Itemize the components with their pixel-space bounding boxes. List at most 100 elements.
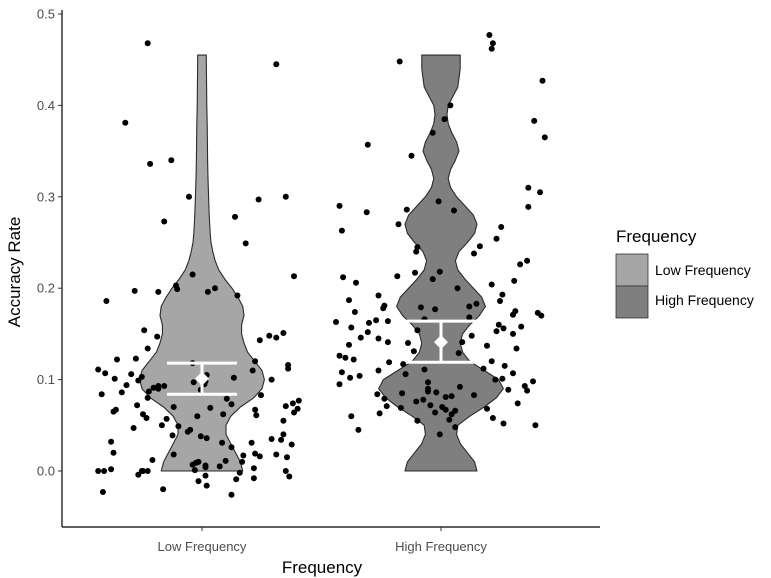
x-axis-title: Frequency bbox=[282, 558, 363, 577]
data-point-high bbox=[333, 319, 339, 325]
data-point-high bbox=[375, 367, 382, 374]
data-point-high bbox=[521, 383, 528, 389]
y-axis-title: Accuracy Rate bbox=[5, 217, 24, 328]
data-point-low bbox=[189, 271, 196, 278]
data-point-high bbox=[356, 372, 363, 379]
data-point-high bbox=[497, 298, 503, 304]
data-point-low bbox=[291, 273, 297, 280]
data-point-high bbox=[499, 291, 506, 298]
data-point-high bbox=[336, 381, 343, 388]
data-point-low bbox=[108, 438, 115, 445]
data-point-low bbox=[108, 466, 115, 473]
data-point-low bbox=[252, 358, 259, 365]
data-point-low bbox=[280, 431, 287, 438]
data-point-low bbox=[295, 397, 302, 404]
data-point-low bbox=[202, 472, 209, 479]
data-point-low bbox=[163, 415, 170, 422]
data-point-low bbox=[252, 406, 259, 413]
data-point-low bbox=[249, 367, 256, 374]
data-point-high bbox=[353, 279, 359, 286]
data-point-low bbox=[144, 394, 151, 401]
data-point-low bbox=[197, 433, 204, 440]
data-point-high bbox=[489, 40, 496, 47]
data-point-low bbox=[161, 383, 168, 389]
data-point-high bbox=[421, 366, 428, 373]
data-point-high bbox=[420, 396, 427, 403]
data-point-high bbox=[525, 203, 532, 210]
data-point-low bbox=[252, 450, 259, 457]
data-point-high bbox=[488, 45, 495, 52]
x-tick-label: High Frequency bbox=[395, 539, 487, 554]
data-point-high bbox=[442, 394, 449, 400]
data-point-low bbox=[189, 461, 196, 468]
data-point-low bbox=[250, 465, 257, 472]
data-point-high bbox=[436, 431, 443, 438]
data-point-high bbox=[518, 323, 525, 330]
data-point-low bbox=[102, 370, 109, 377]
axes-layer: 0.0 0.1 0.2 0.3 0.4 0.5 Low Frequency High Freq… bbox=[37, 7, 600, 554]
data-point-low bbox=[242, 240, 249, 247]
data-point-high bbox=[408, 152, 415, 159]
data-point-low bbox=[128, 371, 135, 378]
data-point-high bbox=[346, 297, 352, 304]
data-point-low bbox=[228, 401, 235, 408]
data-point-low bbox=[101, 468, 108, 474]
data-point-low bbox=[144, 468, 151, 474]
data-point-high bbox=[351, 309, 358, 315]
data-point-high bbox=[493, 235, 500, 242]
data-point-low bbox=[203, 482, 210, 489]
data-point-low bbox=[114, 356, 120, 363]
data-point-low bbox=[155, 288, 162, 295]
data-point-low bbox=[285, 365, 292, 372]
data-point-high bbox=[500, 325, 507, 332]
data-point-low bbox=[161, 218, 168, 225]
data-point-low bbox=[160, 486, 167, 493]
x-tick-label: Low Frequency bbox=[158, 539, 247, 554]
data-point-low bbox=[232, 213, 238, 220]
mean-marker-low bbox=[195, 371, 209, 386]
data-point-high bbox=[350, 356, 357, 363]
data-point-low bbox=[131, 287, 138, 294]
data-point-low bbox=[203, 435, 210, 442]
data-point-high bbox=[488, 281, 495, 288]
data-point-low bbox=[212, 285, 218, 292]
data-point-low bbox=[294, 405, 301, 412]
data-point-high bbox=[414, 327, 421, 334]
data-point-high bbox=[537, 189, 544, 196]
data-point-low bbox=[169, 432, 176, 439]
data-point-high bbox=[471, 392, 477, 399]
legend-swatch-low bbox=[615, 253, 649, 287]
data-point-low bbox=[95, 366, 102, 373]
data-point-high bbox=[459, 339, 466, 346]
data-point-high bbox=[402, 371, 409, 378]
data-point-high bbox=[510, 311, 516, 318]
data-point-high bbox=[413, 398, 420, 405]
data-point-low bbox=[144, 40, 151, 47]
data-point-high bbox=[429, 129, 436, 136]
data-point-low bbox=[256, 337, 263, 344]
data-point-high bbox=[493, 328, 500, 335]
data-point-low bbox=[204, 288, 211, 295]
data-point-high bbox=[441, 116, 448, 123]
data-point-high bbox=[510, 370, 516, 377]
data-point-high bbox=[364, 141, 371, 148]
data-point-high bbox=[336, 352, 343, 359]
data-point-high bbox=[456, 383, 463, 390]
data-point-low bbox=[168, 157, 175, 164]
data-point-low bbox=[175, 423, 182, 430]
data-point-low bbox=[202, 464, 209, 471]
data-point-high bbox=[386, 359, 393, 366]
data-point-high bbox=[432, 306, 439, 313]
data-point-high bbox=[395, 221, 402, 228]
data-point-high bbox=[448, 393, 455, 400]
data-point-high bbox=[488, 358, 495, 365]
data-point-high bbox=[399, 390, 406, 397]
data-point-high bbox=[435, 198, 442, 205]
data-point-high bbox=[498, 224, 505, 230]
data-point-high bbox=[432, 409, 439, 416]
violins-layer bbox=[139, 54, 504, 472]
data-point-low bbox=[98, 391, 105, 398]
data-point-high bbox=[403, 206, 410, 213]
data-point-low bbox=[273, 61, 280, 68]
data-point-high bbox=[348, 324, 355, 331]
